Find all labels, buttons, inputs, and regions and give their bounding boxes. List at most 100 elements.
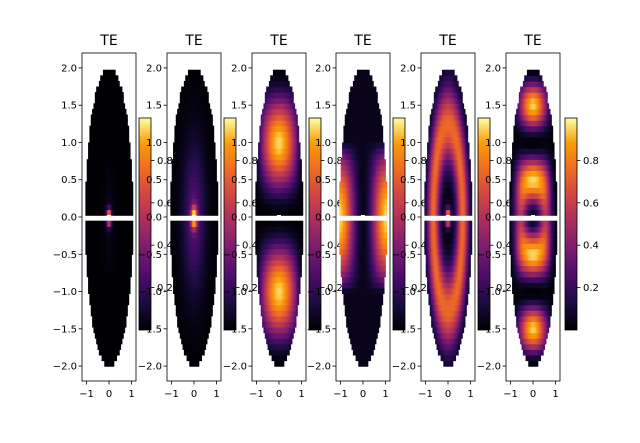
heatmap-cell — [112, 181, 115, 188]
heatmap-cell — [98, 326, 101, 334]
heatmap-cell — [279, 203, 282, 211]
heatmap-cell — [271, 326, 274, 334]
heatmap-cell — [369, 343, 372, 350]
heatmap-cell — [198, 321, 201, 328]
heatmap-cell — [185, 310, 188, 317]
heatmap-cell — [291, 97, 294, 104]
heatmap-cell — [93, 226, 96, 233]
heatmap-cell — [128, 203, 131, 211]
heatmap-cell — [287, 131, 290, 138]
heatmap-cell — [299, 271, 302, 278]
heatmap-cell — [194, 164, 197, 172]
heatmap-cell — [201, 287, 204, 295]
heatmap-cell — [205, 120, 208, 127]
heatmap-cell — [287, 159, 290, 166]
heatmap-cell — [272, 287, 275, 295]
heatmap-cell — [197, 198, 200, 205]
heatmap-cell — [276, 354, 279, 362]
heatmap-cell — [119, 248, 122, 255]
heatmap-cell — [285, 153, 288, 160]
heatmap-cell — [290, 142, 293, 149]
heatmap-cell — [97, 332, 100, 339]
heatmap-cell — [101, 136, 104, 144]
heatmap-cell — [202, 226, 205, 233]
heatmap-cell — [271, 332, 274, 339]
heatmap-cell — [116, 198, 119, 205]
heatmap-cell — [343, 243, 346, 250]
heatmap-cell — [259, 254, 262, 261]
heatmap-cell — [106, 321, 109, 328]
heatmap-cell — [198, 231, 201, 239]
heatmap-cell — [94, 293, 97, 300]
heatmap-cell — [295, 142, 298, 149]
heatmap-cell — [369, 304, 372, 311]
heatmap-cell — [187, 170, 190, 177]
heatmap-cell — [119, 187, 122, 194]
heatmap-cell — [116, 159, 119, 166]
heatmap-cell — [193, 187, 196, 194]
heatmap-cell — [109, 69, 112, 76]
heatmap-cell — [85, 231, 88, 239]
heatmap-cell — [354, 259, 357, 267]
heatmap-cell — [109, 153, 112, 160]
heatmap-cell — [374, 248, 377, 255]
heatmap-cell — [120, 114, 123, 121]
heatmap-cell — [120, 248, 123, 255]
heatmap-cell — [266, 86, 269, 93]
heatmap-cell — [200, 198, 203, 205]
heatmap-cell — [186, 326, 189, 334]
heatmap-cell — [200, 86, 203, 93]
heatmap-cell — [299, 176, 302, 183]
heatmap-cell — [351, 293, 354, 300]
heatmap-cell — [179, 148, 182, 155]
heatmap-cell — [282, 142, 285, 149]
heatmap-cell — [90, 271, 93, 278]
heatmap-cell — [356, 265, 359, 272]
heatmap-cell — [97, 148, 100, 155]
heatmap-cell — [196, 271, 198, 278]
heatmap-cell — [208, 237, 211, 244]
heatmap-cell — [112, 248, 115, 255]
heatmap-cell — [174, 248, 177, 255]
heatmap-cell — [175, 176, 178, 183]
heatmap-cell — [112, 120, 115, 127]
heatmap-cell — [92, 321, 95, 328]
heatmap-cell — [201, 131, 204, 138]
heatmap-cell — [377, 259, 380, 267]
heatmap-cell — [259, 271, 262, 278]
heatmap-cell — [360, 343, 363, 350]
heatmap-cell — [105, 187, 108, 194]
heatmap-cell — [123, 187, 126, 194]
heatmap-cell — [278, 75, 281, 82]
heatmap-cell — [351, 326, 354, 334]
heatmap-cell — [294, 108, 297, 116]
heatmap-cell — [267, 293, 270, 300]
heatmap-cell — [363, 349, 366, 356]
heatmap-cell — [101, 181, 104, 188]
heatmap-cell — [177, 282, 180, 289]
heatmap-cell — [200, 243, 203, 250]
heatmap-cell — [90, 276, 93, 283]
heatmap-cell — [201, 192, 204, 199]
heatmap-cell — [282, 69, 285, 76]
heatmap-cell — [270, 315, 273, 322]
heatmap-cell — [285, 332, 288, 339]
heatmap-cell — [174, 136, 177, 144]
heatmap-cell — [283, 136, 286, 144]
heatmap-cell — [190, 293, 193, 300]
heatmap-cell — [286, 287, 289, 295]
heatmap-cell — [88, 170, 91, 177]
heatmap-cell — [274, 271, 277, 278]
heatmap-cell — [97, 310, 100, 317]
heatmap-cell — [202, 220, 205, 227]
heatmap-cell — [90, 181, 93, 188]
heatmap-cell — [352, 321, 355, 328]
heatmap-cell — [109, 248, 112, 255]
heatmap-cell — [115, 321, 118, 328]
heatmap-cell — [186, 321, 189, 328]
heatmap-cell — [96, 125, 99, 132]
heatmap-cell — [363, 360, 366, 367]
heatmap-cell — [216, 187, 219, 194]
heatmap-cell — [370, 304, 373, 311]
heatmap-cell — [104, 360, 107, 367]
